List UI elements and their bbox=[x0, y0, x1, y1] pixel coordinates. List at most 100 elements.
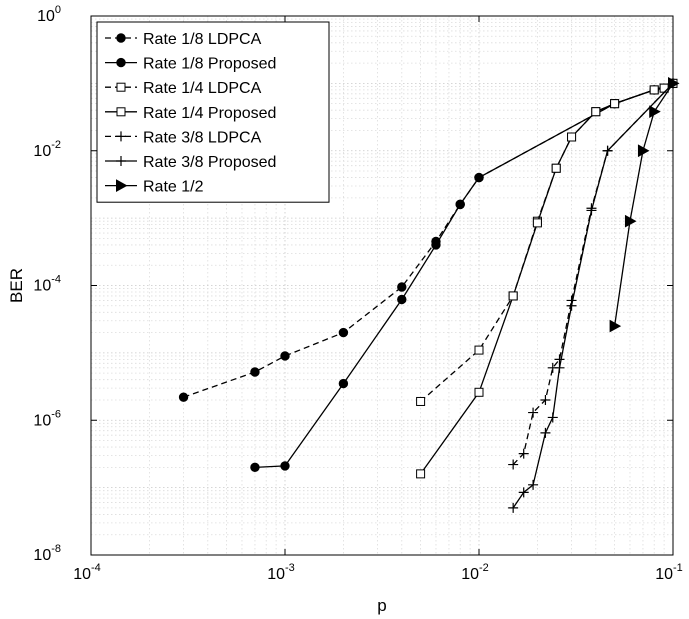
legend-swatch-marker bbox=[116, 33, 126, 43]
y-tick-exponent: -8 bbox=[51, 543, 61, 555]
legend-swatch-marker bbox=[116, 82, 126, 92]
legend-swatch-marker bbox=[116, 156, 126, 166]
legend-label: Rate 1/8 Proposed bbox=[143, 56, 276, 73]
data-point bbox=[280, 461, 290, 471]
x-tick-exponent: -1 bbox=[673, 562, 683, 574]
x-tick-label: 10-3 bbox=[267, 562, 295, 583]
data-point bbox=[518, 448, 529, 459]
x-tick-base: 10 bbox=[73, 566, 91, 583]
legend-item: Rate 1/4 LDPCA bbox=[105, 80, 262, 97]
x-tick-base: 10 bbox=[655, 566, 673, 583]
legend-label: Rate 1/4 LDPCA bbox=[143, 80, 262, 97]
y-tick-exponent: 0 bbox=[55, 4, 61, 16]
data-point bbox=[474, 345, 484, 355]
data-point bbox=[338, 378, 349, 389]
data-point bbox=[586, 205, 597, 216]
data-point bbox=[668, 77, 680, 90]
data-point bbox=[610, 99, 620, 109]
x-tick-exponent: -2 bbox=[479, 562, 489, 574]
data-point bbox=[532, 218, 542, 228]
x-tick-base: 10 bbox=[461, 566, 479, 583]
x-axis-label: p bbox=[377, 596, 386, 615]
data-point bbox=[602, 145, 613, 156]
data-point bbox=[551, 163, 561, 173]
y-tick-exponent: -4 bbox=[51, 274, 61, 286]
x-tick-label: 10-4 bbox=[73, 562, 101, 583]
x-tick-exponent: -3 bbox=[285, 562, 295, 574]
x-tick-exponent: -4 bbox=[91, 562, 101, 574]
legend-label: Rate 3/8 Proposed bbox=[143, 154, 276, 171]
data-point bbox=[624, 214, 637, 228]
series-line bbox=[512, 82, 674, 509]
y-tick-base: 10 bbox=[37, 8, 55, 25]
y-tick-label: 10-2 bbox=[33, 139, 61, 160]
data-point bbox=[659, 83, 669, 93]
data-point bbox=[591, 107, 601, 117]
data-point bbox=[474, 387, 484, 397]
legend-item: Rate 3/8 LDPCA bbox=[105, 129, 262, 146]
data-point bbox=[280, 351, 290, 361]
data-point bbox=[455, 199, 465, 210]
data-point bbox=[397, 294, 407, 305]
legend-swatch-marker bbox=[116, 131, 126, 142]
legend-label: Rate 1/4 Proposed bbox=[143, 105, 276, 122]
data-point bbox=[474, 172, 484, 183]
y-tick-base: 10 bbox=[33, 278, 51, 295]
y-tick-exponent: -2 bbox=[51, 139, 61, 151]
series-line bbox=[420, 82, 674, 475]
legend-item: Rate 1/8 LDPCA bbox=[105, 31, 262, 48]
legend-label: Rate 1/2 bbox=[143, 179, 204, 196]
data-point bbox=[508, 291, 518, 301]
series-line bbox=[420, 82, 674, 402]
series-rate-3-8-proposed bbox=[508, 78, 678, 513]
series-rate-1-4-proposed bbox=[416, 78, 678, 479]
data-point bbox=[554, 354, 565, 365]
series-rate-1-2 bbox=[609, 77, 680, 333]
series-rate-1-4-ldpca bbox=[416, 78, 678, 406]
y-tick-label: 10-8 bbox=[33, 543, 61, 564]
data-point bbox=[609, 319, 622, 333]
y-tick-base: 10 bbox=[33, 143, 51, 160]
data-point bbox=[637, 144, 650, 158]
data-point bbox=[566, 300, 577, 311]
data-point bbox=[508, 502, 519, 513]
legend-item: Rate 3/8 Proposed bbox=[105, 154, 276, 171]
y-tick-base: 10 bbox=[33, 547, 51, 564]
series-rate-3-8-ldpca bbox=[508, 78, 678, 470]
legend-item: Rate 1/4 Proposed bbox=[105, 105, 276, 122]
data-point bbox=[528, 479, 539, 490]
data-point bbox=[508, 459, 519, 470]
data-point bbox=[649, 105, 661, 119]
legend: Rate 1/8 LDPCA Rate 1/8 Proposed Rate 1/4 … bbox=[96, 21, 330, 203]
legend-swatch-marker bbox=[116, 107, 126, 117]
data-series bbox=[178, 77, 680, 513]
data-point bbox=[547, 412, 558, 423]
legend-label: Rate 1/8 LDPCA bbox=[143, 31, 262, 48]
data-point bbox=[397, 282, 407, 292]
x-tick-label: 10-1 bbox=[655, 562, 683, 583]
data-point bbox=[416, 396, 426, 406]
data-point bbox=[338, 327, 349, 338]
x-tick-base: 10 bbox=[267, 566, 285, 583]
data-point bbox=[250, 462, 260, 473]
data-point bbox=[431, 240, 441, 250]
data-point bbox=[540, 394, 551, 405]
data-point bbox=[528, 407, 539, 418]
y-tick-label: 10-6 bbox=[33, 408, 61, 429]
data-point bbox=[567, 132, 577, 142]
data-point bbox=[416, 469, 426, 479]
legend-item: Rate 1/8 Proposed bbox=[105, 56, 276, 73]
data-point bbox=[554, 362, 565, 373]
y-tick-label: 10-4 bbox=[33, 274, 61, 295]
legend-swatch-marker bbox=[116, 179, 128, 192]
y-tick-label: 100 bbox=[37, 4, 61, 25]
data-point bbox=[250, 367, 260, 377]
legend-swatch-marker bbox=[116, 57, 126, 68]
legend-item: Rate 1/2 bbox=[105, 179, 204, 196]
data-point bbox=[518, 487, 529, 498]
data-point bbox=[540, 427, 551, 438]
data-point bbox=[649, 85, 659, 95]
legend-label: Rate 3/8 LDPCA bbox=[143, 129, 262, 146]
